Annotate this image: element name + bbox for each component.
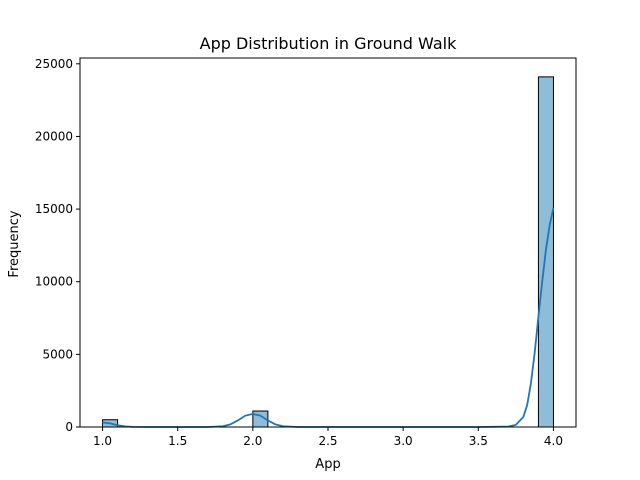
x-tick-label: 1.5 [168,434,187,448]
axes-frame [79,57,577,428]
y-tick-label: 25000 [35,57,73,71]
y-tick-label: 20000 [35,129,73,143]
y-tick-label: 5000 [42,347,73,361]
y-tick-label: 0 [65,420,73,434]
x-tick-label: 3.5 [469,434,488,448]
x-tick-label: 2.5 [318,434,337,448]
x-axis-ticks: 1.0 1.5 2.0 2.5 3.0 3.5 4.0 [93,427,563,448]
x-tick-label: 1.0 [93,434,112,448]
x-axis-label: App [315,457,340,472]
y-tick-label: 10000 [35,275,73,289]
histogram-bars [102,76,554,428]
kde-line [102,207,555,428]
y-tick-label: 15000 [35,202,73,216]
x-tick-label: 3.0 [394,434,413,448]
x-tick-label: 4.0 [544,434,563,448]
y-axis-label: Frequency [7,210,22,277]
x-tick-label: 2.0 [243,434,262,448]
y-axis-ticks: 0 5000 10000 15000 20000 25000 [35,57,80,434]
chart-title: App Distribution in Ground Walk [200,34,457,53]
